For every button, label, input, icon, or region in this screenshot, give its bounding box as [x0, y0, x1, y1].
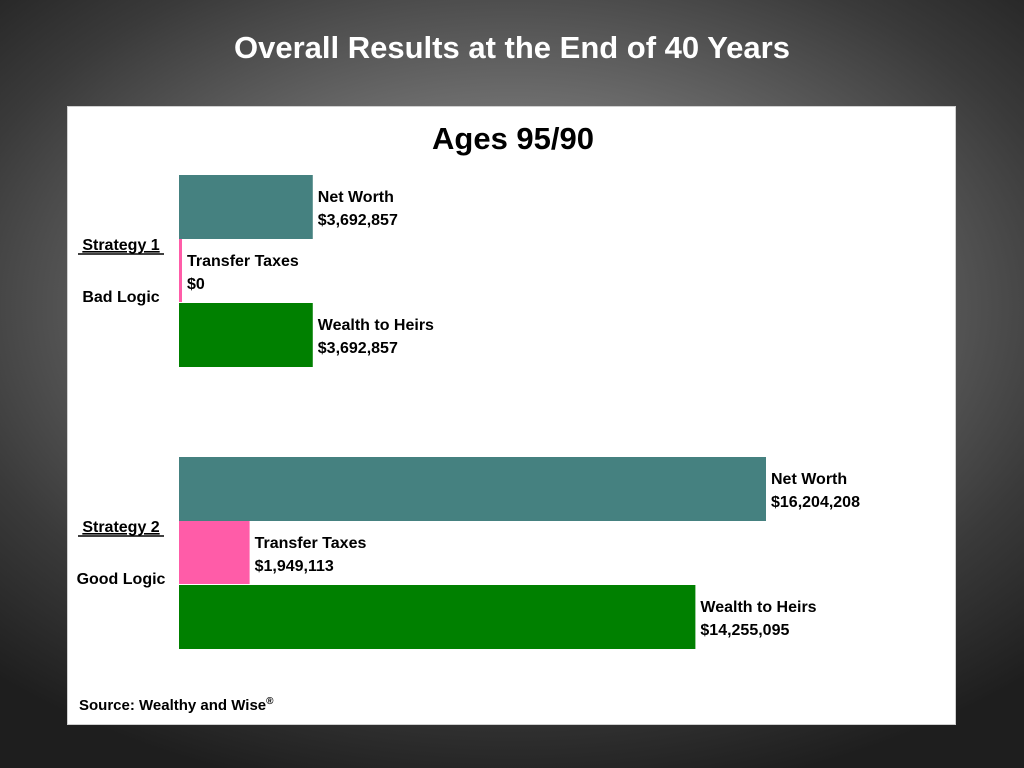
- bar-name-label: Wealth to Heirs: [700, 599, 816, 616]
- strategy-label: Strategy 2: [82, 519, 159, 536]
- bar-value-label: $14,255,095: [700, 622, 789, 639]
- bar-transfer-taxes: [179, 239, 182, 302]
- bar-name-label: Wealth to Heirs: [318, 317, 434, 334]
- bar-name-label: Transfer Taxes: [187, 253, 299, 270]
- bar-name-label: Net Worth: [318, 189, 394, 206]
- slide-title: Overall Results at the End of 40 Years: [234, 30, 790, 65]
- bar-value-label: $3,692,857: [318, 340, 398, 357]
- bar-net-worth: [179, 175, 313, 239]
- bar-net-worth: [179, 457, 766, 521]
- bar-name-label: Net Worth: [771, 471, 847, 488]
- bar-chart: Ages 95/90 Strategy 1 Bad Logic Net Worth $3…: [77, 121, 861, 714]
- bar-wealth-to-heirs: [179, 303, 313, 367]
- registered-mark: ®: [266, 696, 274, 707]
- bar-value-label: $3,692,857: [318, 212, 398, 229]
- bar-wealth-to-heirs: [179, 585, 696, 649]
- bar-value-label: $1,949,113: [255, 558, 334, 575]
- bar-name-label: Transfer Taxes: [255, 535, 367, 552]
- source-text: Source: Wealthy and Wise: [79, 697, 266, 714]
- source-note: Source: Wealthy and Wise®: [79, 696, 274, 714]
- strategy-sublabel: Good Logic: [77, 571, 166, 588]
- chart-panel: Ages 95/90 Strategy 1 Bad Logic Net Worth $3…: [67, 106, 956, 725]
- bar-value-label: $0: [187, 276, 205, 293]
- bar-transfer-taxes: [179, 521, 250, 584]
- chart-title: Ages 95/90: [432, 121, 594, 156]
- strategy-sublabel: Bad Logic: [82, 289, 159, 306]
- strategy-label: Strategy 1: [82, 237, 159, 254]
- bar-value-label: $16,204,208: [771, 494, 860, 511]
